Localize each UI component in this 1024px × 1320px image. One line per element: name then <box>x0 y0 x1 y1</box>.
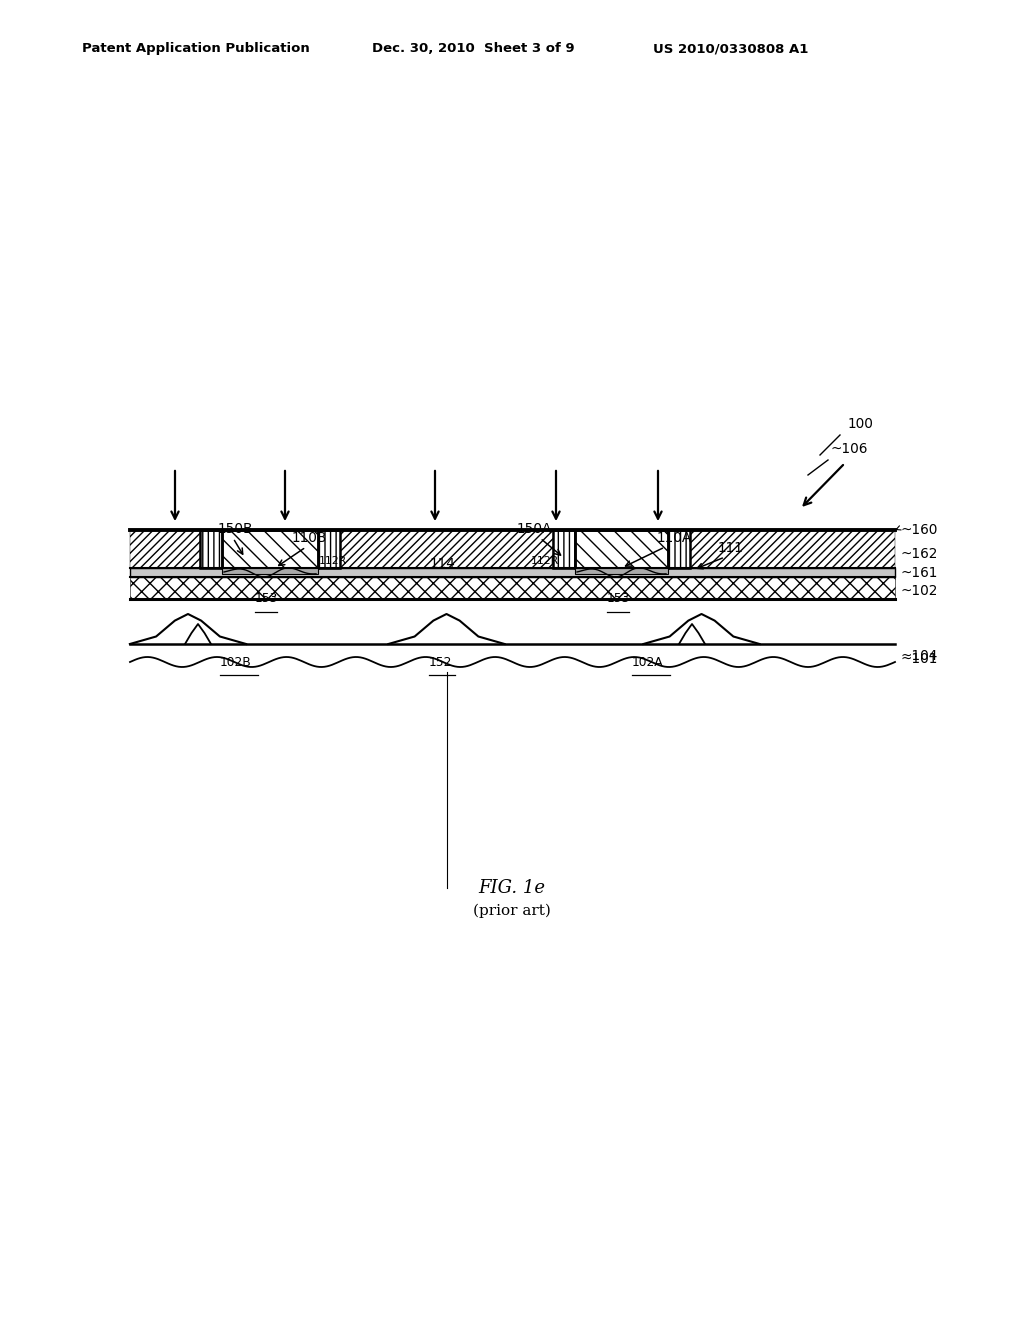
Text: FIG. 1e: FIG. 1e <box>478 879 546 898</box>
Text: 102A: 102A <box>632 656 664 669</box>
Bar <box>575 568 668 574</box>
Text: ~161: ~161 <box>901 566 938 579</box>
Text: 111: 111 <box>718 541 743 554</box>
Text: ~104: ~104 <box>901 649 938 663</box>
Text: 112R: 112R <box>531 556 559 566</box>
Bar <box>668 531 690 568</box>
Text: 153: 153 <box>606 591 630 605</box>
Bar <box>575 531 668 568</box>
Text: 102B: 102B <box>220 656 252 669</box>
Text: 150A: 150A <box>517 521 552 536</box>
Text: ~162: ~162 <box>901 546 938 561</box>
Text: 110B: 110B <box>292 531 328 545</box>
Text: 153: 153 <box>255 591 279 605</box>
Bar <box>340 531 553 568</box>
Bar <box>222 531 318 568</box>
Bar <box>318 531 340 568</box>
Bar <box>200 531 222 568</box>
Bar <box>575 531 668 568</box>
Text: ~102: ~102 <box>901 583 938 598</box>
Bar <box>553 531 575 568</box>
Bar <box>130 568 895 577</box>
Text: 152: 152 <box>428 656 452 669</box>
Text: ~106: ~106 <box>830 442 867 455</box>
Text: US 2010/0330808 A1: US 2010/0330808 A1 <box>653 42 808 55</box>
Bar <box>318 531 340 568</box>
Text: 150B: 150B <box>218 521 253 536</box>
Bar <box>130 531 200 568</box>
Text: (prior art): (prior art) <box>473 904 551 917</box>
Text: 112R: 112R <box>319 556 347 566</box>
Bar <box>553 531 575 568</box>
Bar <box>690 531 895 568</box>
Text: ~160: ~160 <box>901 523 938 537</box>
Text: 114: 114 <box>430 557 456 572</box>
Text: Dec. 30, 2010  Sheet 3 of 9: Dec. 30, 2010 Sheet 3 of 9 <box>372 42 574 55</box>
Text: ~101: ~101 <box>901 652 938 667</box>
Text: Patent Application Publication: Patent Application Publication <box>82 42 309 55</box>
Text: 110A: 110A <box>657 531 692 545</box>
Bar <box>130 577 895 599</box>
Bar <box>200 531 222 568</box>
Bar <box>222 531 318 568</box>
Bar <box>222 568 318 574</box>
Bar <box>668 531 690 568</box>
Text: 100: 100 <box>848 417 873 432</box>
